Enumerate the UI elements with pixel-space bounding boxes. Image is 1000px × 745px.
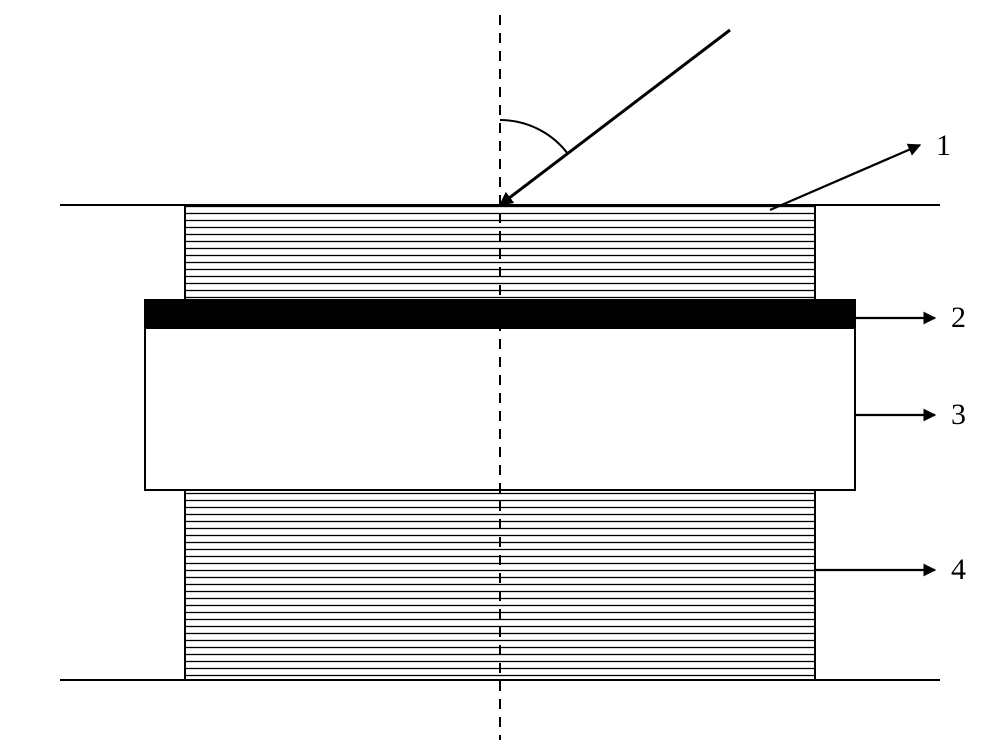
callout-label-1: 1 <box>936 129 951 162</box>
incident-ray <box>500 30 730 205</box>
callout-label-3: 3 <box>951 398 966 431</box>
callout-arrow-1 <box>770 145 920 210</box>
diagram-svg: 1 2 3 4 <box>0 0 1000 745</box>
callout-label-4: 4 <box>951 553 966 586</box>
callout-label-2: 2 <box>951 301 966 334</box>
incidence-angle-arc <box>500 120 568 154</box>
